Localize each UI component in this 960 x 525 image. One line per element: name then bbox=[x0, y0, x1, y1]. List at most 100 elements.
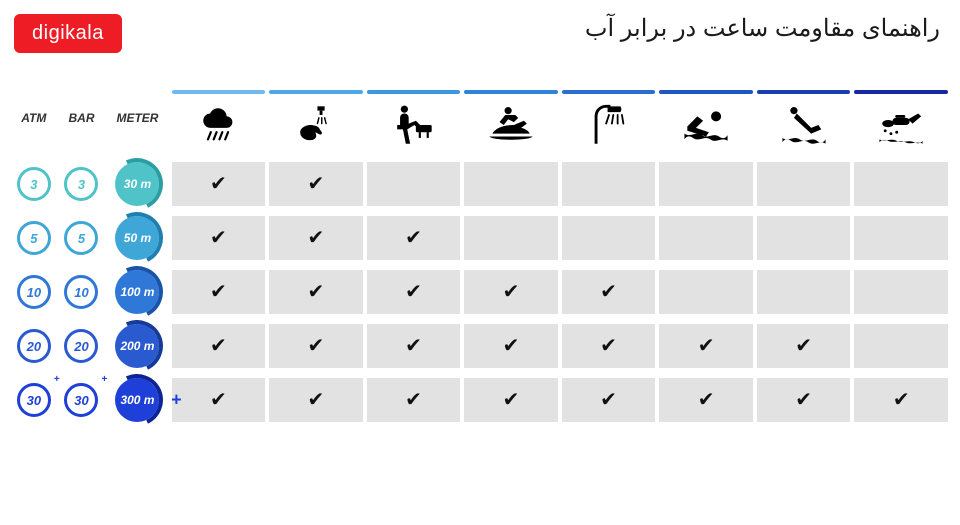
support-cell: ✔ bbox=[269, 324, 363, 368]
support-cell bbox=[854, 324, 948, 368]
check-icon: ✔ bbox=[308, 389, 325, 411]
activity-bar bbox=[172, 90, 266, 94]
check-icon: ✔ bbox=[600, 281, 617, 303]
activity-header-scuba bbox=[854, 90, 948, 152]
support-cell bbox=[757, 162, 851, 206]
atm-badge: 5 bbox=[17, 221, 51, 255]
activity-bar bbox=[464, 90, 558, 94]
meter-badge: 300 m bbox=[115, 378, 159, 422]
check-icon: ✔ bbox=[308, 335, 325, 357]
support-cell bbox=[757, 270, 851, 314]
support-cell bbox=[659, 270, 753, 314]
check-icon: ✔ bbox=[308, 281, 325, 303]
support-cell: ✔ bbox=[367, 216, 461, 260]
support-cell bbox=[757, 216, 851, 260]
support-cell bbox=[659, 162, 753, 206]
support-cell: ✔ bbox=[269, 378, 363, 422]
page-title: راهنمای مقاومت ساعت در برابر آب bbox=[585, 14, 940, 43]
meter-badge: 100 m bbox=[115, 270, 159, 314]
check-icon: ✔ bbox=[210, 335, 227, 357]
check-icon: ✔ bbox=[503, 281, 520, 303]
check-icon: ✔ bbox=[698, 335, 715, 357]
table-row: 3330 m✔✔ bbox=[12, 162, 948, 206]
water-resistance-table: ATMBARMETER 3330 m✔✔5550 m✔✔✔1010100 m✔✔… bbox=[8, 80, 952, 432]
support-cell: ✔ bbox=[757, 378, 851, 422]
check-icon: ✔ bbox=[308, 227, 325, 249]
wash-hands-icon bbox=[269, 102, 363, 148]
support-cell bbox=[562, 216, 656, 260]
table-row: 30+30+300 m+✔✔✔✔✔✔✔✔ bbox=[12, 378, 948, 422]
swim-icon bbox=[659, 102, 753, 148]
support-cell bbox=[464, 216, 558, 260]
support-cell: ✔ bbox=[172, 216, 266, 260]
activity-bar bbox=[659, 90, 753, 94]
check-icon: ✔ bbox=[210, 389, 227, 411]
support-cell: ✔ bbox=[269, 162, 363, 206]
atm-badge: 20 bbox=[17, 329, 51, 363]
support-cell: ✔ bbox=[367, 324, 461, 368]
meter-badge: 30 m bbox=[115, 162, 159, 206]
support-cell bbox=[562, 162, 656, 206]
shower-icon bbox=[562, 102, 656, 148]
check-icon: ✔ bbox=[405, 227, 422, 249]
bar-badge: 5 bbox=[64, 221, 98, 255]
check-icon: ✔ bbox=[405, 281, 422, 303]
check-icon: ✔ bbox=[210, 227, 227, 249]
support-cell: ✔ bbox=[172, 378, 266, 422]
check-icon: ✔ bbox=[795, 389, 812, 411]
check-icon: ✔ bbox=[210, 173, 227, 195]
check-icon: ✔ bbox=[600, 335, 617, 357]
support-cell: ✔ bbox=[659, 324, 753, 368]
support-cell: ✔ bbox=[172, 324, 266, 368]
activity-bar bbox=[854, 90, 948, 94]
support-cell: ✔ bbox=[269, 216, 363, 260]
check-icon: ✔ bbox=[600, 389, 617, 411]
support-cell: ✔ bbox=[562, 324, 656, 368]
activity-header-swim bbox=[659, 90, 753, 152]
activity-header-dive bbox=[757, 90, 851, 152]
check-icon: ✔ bbox=[698, 389, 715, 411]
check-icon: ✔ bbox=[795, 335, 812, 357]
unit-header-meter: METER bbox=[107, 90, 167, 152]
rain-icon bbox=[172, 102, 266, 148]
check-icon: ✔ bbox=[405, 335, 422, 357]
plus-icon: + bbox=[171, 390, 182, 411]
activity-header-jetski bbox=[464, 90, 558, 152]
support-cell: ✔ bbox=[757, 324, 851, 368]
bar-badge: 20 bbox=[64, 329, 98, 363]
bar-badge: 10 bbox=[64, 275, 98, 309]
meter-badge: 200 m bbox=[115, 324, 159, 368]
support-cell bbox=[854, 216, 948, 260]
support-cell: ✔ bbox=[172, 162, 266, 206]
support-cell: ✔ bbox=[464, 270, 558, 314]
activity-bar bbox=[562, 90, 656, 94]
check-icon: ✔ bbox=[308, 173, 325, 195]
activity-header-rain bbox=[172, 90, 266, 152]
unit-header-bar: BAR bbox=[60, 90, 104, 152]
check-icon: ✔ bbox=[893, 389, 910, 411]
support-cell bbox=[854, 162, 948, 206]
atm-badge: 3 bbox=[17, 167, 51, 201]
support-cell bbox=[659, 216, 753, 260]
table-row: 20 20 200 m ✔ ✔ ✔ ✔ ✔ ✔ ✔ bbox=[12, 324, 948, 368]
activity-header-bath bbox=[367, 90, 461, 152]
support-cell: ✔ bbox=[659, 378, 753, 422]
atm-badge: 10 bbox=[17, 275, 51, 309]
activity-bar bbox=[757, 90, 851, 94]
support-cell: ✔ bbox=[562, 378, 656, 422]
support-cell: ✔ bbox=[854, 378, 948, 422]
activity-bar bbox=[269, 90, 363, 94]
bar-badge: 30 bbox=[64, 383, 98, 417]
support-cell bbox=[367, 162, 461, 206]
brand-logo: digikala bbox=[14, 14, 122, 53]
support-cell: ✔ bbox=[367, 378, 461, 422]
scuba-icon bbox=[854, 102, 948, 148]
activity-header-shower bbox=[562, 90, 656, 152]
meter-badge: 50 m bbox=[115, 216, 159, 260]
check-icon: ✔ bbox=[503, 335, 520, 357]
jetski-icon bbox=[464, 102, 558, 148]
support-cell: ✔ bbox=[464, 378, 558, 422]
activity-header-wash-hands bbox=[269, 90, 363, 152]
table-row: 55 50 m ✔ ✔ ✔ bbox=[12, 216, 948, 260]
support-cell: ✔ bbox=[367, 270, 461, 314]
